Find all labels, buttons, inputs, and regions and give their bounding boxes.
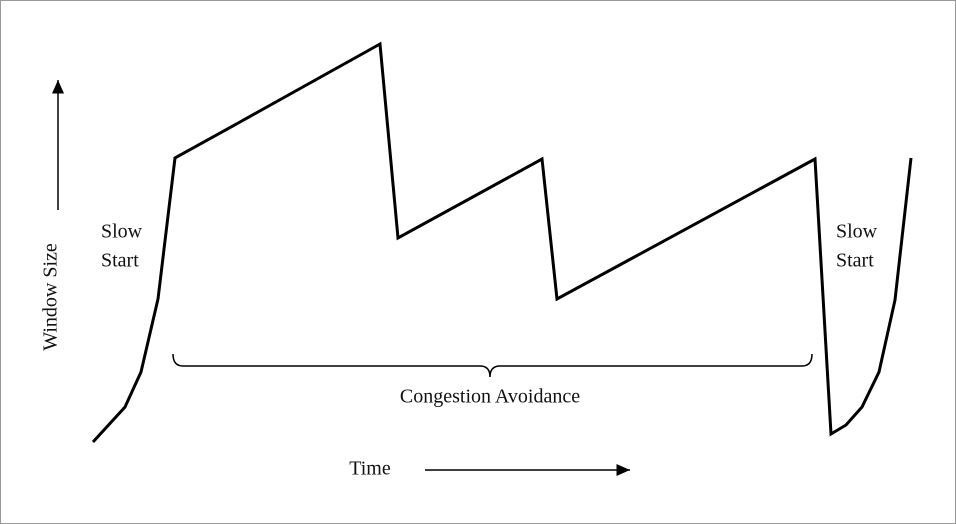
- congestion-avoidance-label: Congestion Avoidance: [400, 386, 580, 408]
- slow-start-label: Start: [836, 250, 874, 272]
- slow-start-label: Slow: [836, 221, 878, 243]
- slow-start-label: Start: [101, 250, 139, 272]
- slow-start-label: Slow: [101, 221, 143, 243]
- window-curve: [91, 41, 913, 444]
- x-axis-label: Time: [349, 458, 391, 480]
- y-axis-label: Window Size: [40, 243, 62, 351]
- avoidance-brace: [172, 353, 813, 378]
